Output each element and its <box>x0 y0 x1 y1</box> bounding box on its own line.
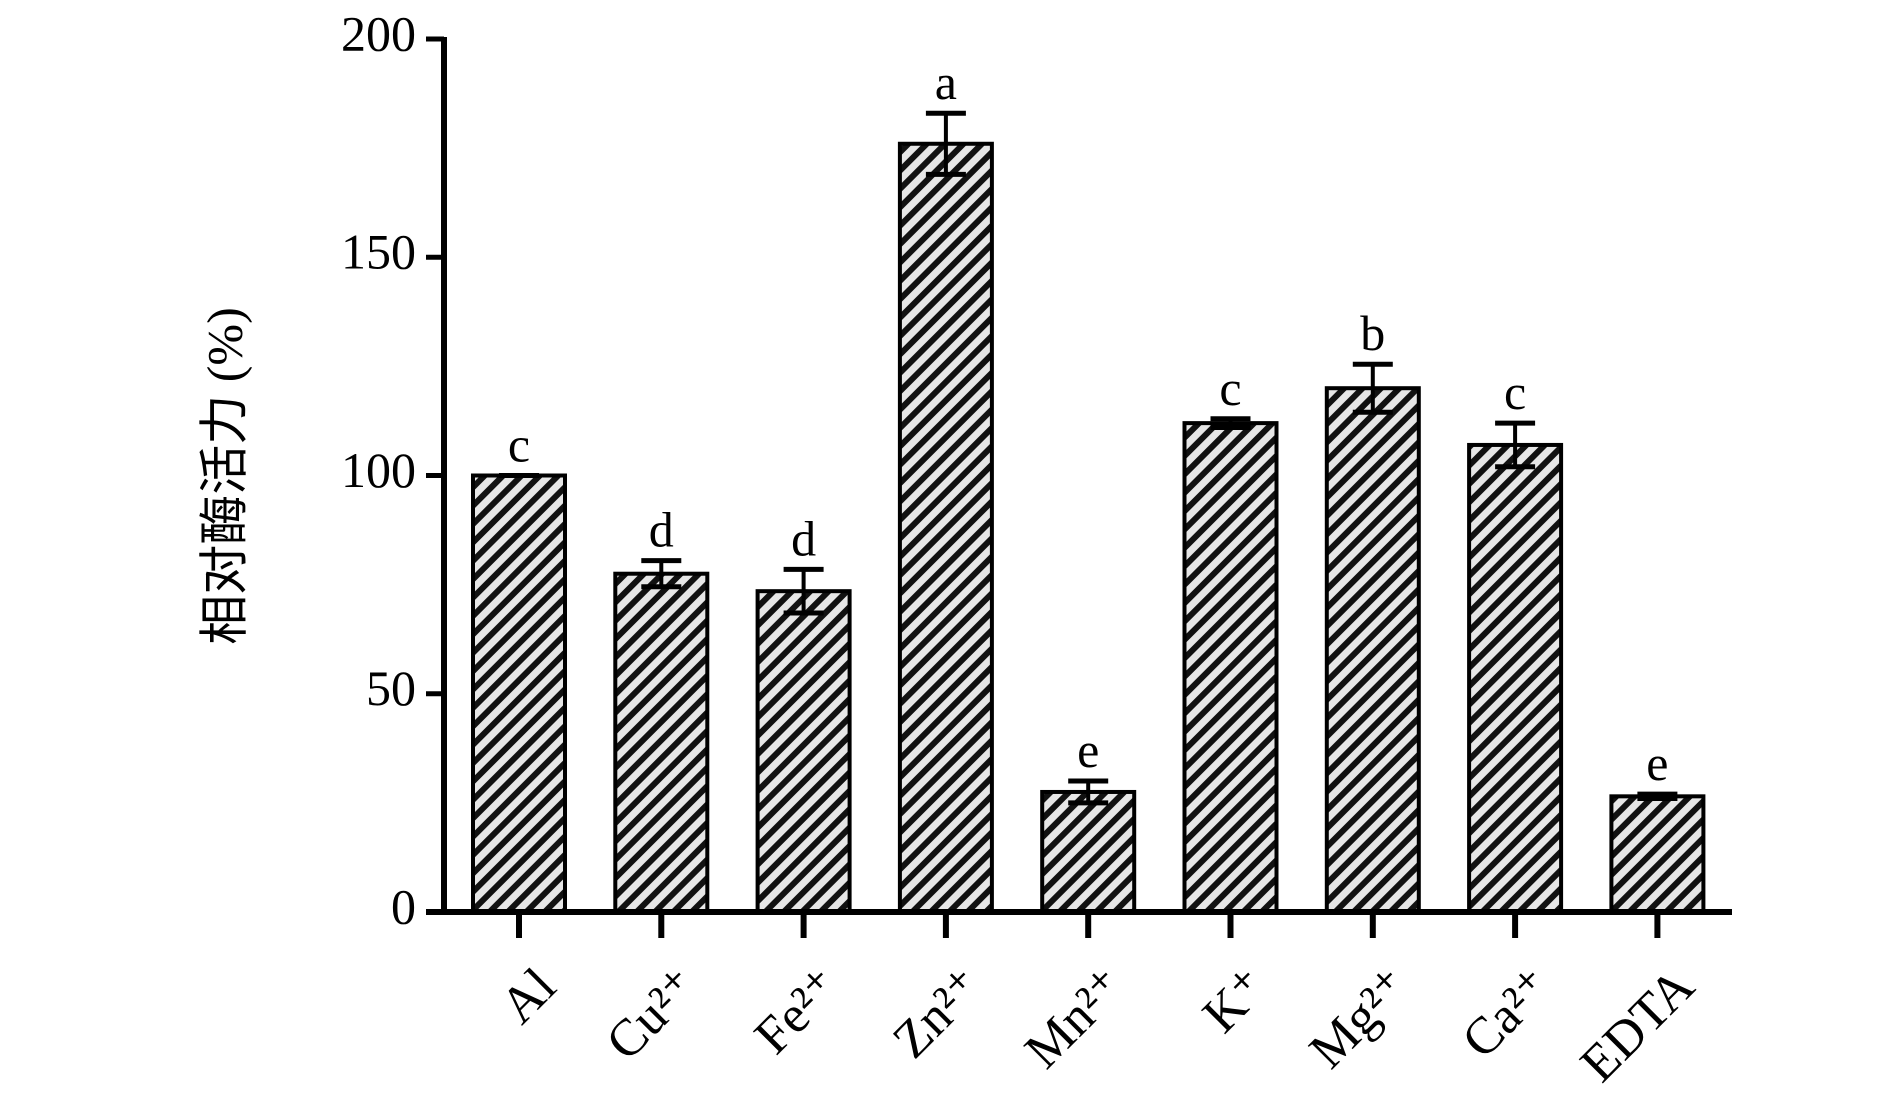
significance-letter: d <box>791 510 816 566</box>
significance-letter: a <box>935 54 957 110</box>
significance-letter: b <box>1360 305 1385 361</box>
x-tick-label: Ca²⁺ <box>1451 958 1563 1070</box>
y-tick-label: 50 <box>366 660 416 716</box>
bar <box>471 473 567 914</box>
y-tick-label: 200 <box>341 5 416 61</box>
x-tick-label: Zn²⁺ <box>882 958 994 1070</box>
y-tick-label: 150 <box>341 224 416 280</box>
y-axis-label: 相对酶活力 (%) <box>196 307 252 644</box>
bar <box>1467 442 1564 914</box>
significance-letter: c <box>1219 360 1241 416</box>
bar <box>1609 794 1706 915</box>
bar <box>897 141 994 914</box>
bar <box>755 589 852 914</box>
bar <box>1182 421 1279 914</box>
bar <box>1324 386 1421 914</box>
x-tick-label: Mg²⁺ <box>1299 958 1421 1080</box>
significance-letter: c <box>1504 364 1526 420</box>
bar <box>1040 789 1137 915</box>
significance-letter: e <box>1646 735 1668 791</box>
x-tick-label: Fe²⁺ <box>744 958 852 1066</box>
y-tick-label: 100 <box>341 442 416 498</box>
x-tick-label: K⁺ <box>1192 958 1278 1044</box>
y-tick-label: 0 <box>391 878 416 934</box>
x-tick-label: Al <box>490 958 567 1035</box>
x-tick-label: Cu²⁺ <box>596 958 710 1072</box>
significance-letter: c <box>508 417 530 473</box>
x-tick-label: EDTA <box>1570 957 1706 1093</box>
significance-letter: d <box>649 502 674 558</box>
bar <box>613 571 710 915</box>
x-tick-label: Mn²⁺ <box>1014 958 1136 1080</box>
significance-letter: e <box>1077 722 1099 778</box>
